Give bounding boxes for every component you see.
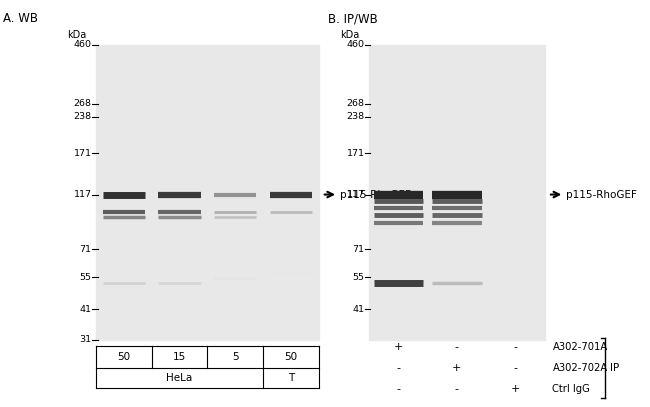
Text: A302-702A: A302-702A: [552, 363, 608, 373]
Text: 460: 460: [346, 40, 365, 49]
Text: 268: 268: [346, 99, 365, 108]
Bar: [369, 45, 545, 340]
Text: 55: 55: [80, 273, 92, 282]
Text: A302-701A: A302-701A: [552, 342, 608, 352]
Text: -: -: [455, 342, 459, 352]
Text: 31: 31: [79, 335, 92, 344]
Text: -: -: [396, 363, 400, 373]
Text: 41: 41: [80, 305, 92, 314]
Text: B. IP/WB: B. IP/WB: [328, 12, 378, 25]
Text: p115-RhoGEF: p115-RhoGEF: [340, 190, 411, 199]
Text: -: -: [455, 385, 459, 394]
Text: kDa: kDa: [340, 30, 359, 39]
Text: 117: 117: [346, 190, 365, 199]
Text: 171: 171: [73, 149, 92, 158]
Text: -: -: [396, 385, 400, 394]
Text: 41: 41: [353, 305, 365, 314]
Text: IP: IP: [610, 363, 619, 373]
Text: 71: 71: [353, 245, 365, 254]
Text: 238: 238: [73, 112, 92, 121]
Text: +: +: [511, 385, 520, 394]
Text: p115-RhoGEF: p115-RhoGEF: [566, 190, 637, 199]
Text: -: -: [514, 342, 517, 352]
Text: +: +: [452, 363, 462, 373]
Text: -: -: [514, 363, 517, 373]
Text: 55: 55: [353, 273, 365, 282]
Text: 238: 238: [346, 112, 365, 121]
Text: 460: 460: [73, 40, 92, 49]
Text: 71: 71: [80, 245, 92, 254]
Text: HeLa: HeLa: [166, 373, 192, 383]
Bar: [96, 45, 318, 340]
Text: 50: 50: [118, 352, 131, 362]
Text: T: T: [287, 373, 294, 383]
Text: Ctrl IgG: Ctrl IgG: [552, 385, 590, 394]
Text: 171: 171: [346, 149, 365, 158]
Text: 15: 15: [173, 352, 186, 362]
Text: A. WB: A. WB: [3, 12, 38, 25]
Text: 5: 5: [232, 352, 239, 362]
Text: 117: 117: [73, 190, 92, 199]
Text: kDa: kDa: [67, 30, 86, 39]
Text: 268: 268: [73, 99, 92, 108]
Text: 50: 50: [284, 352, 297, 362]
Text: +: +: [394, 342, 403, 352]
